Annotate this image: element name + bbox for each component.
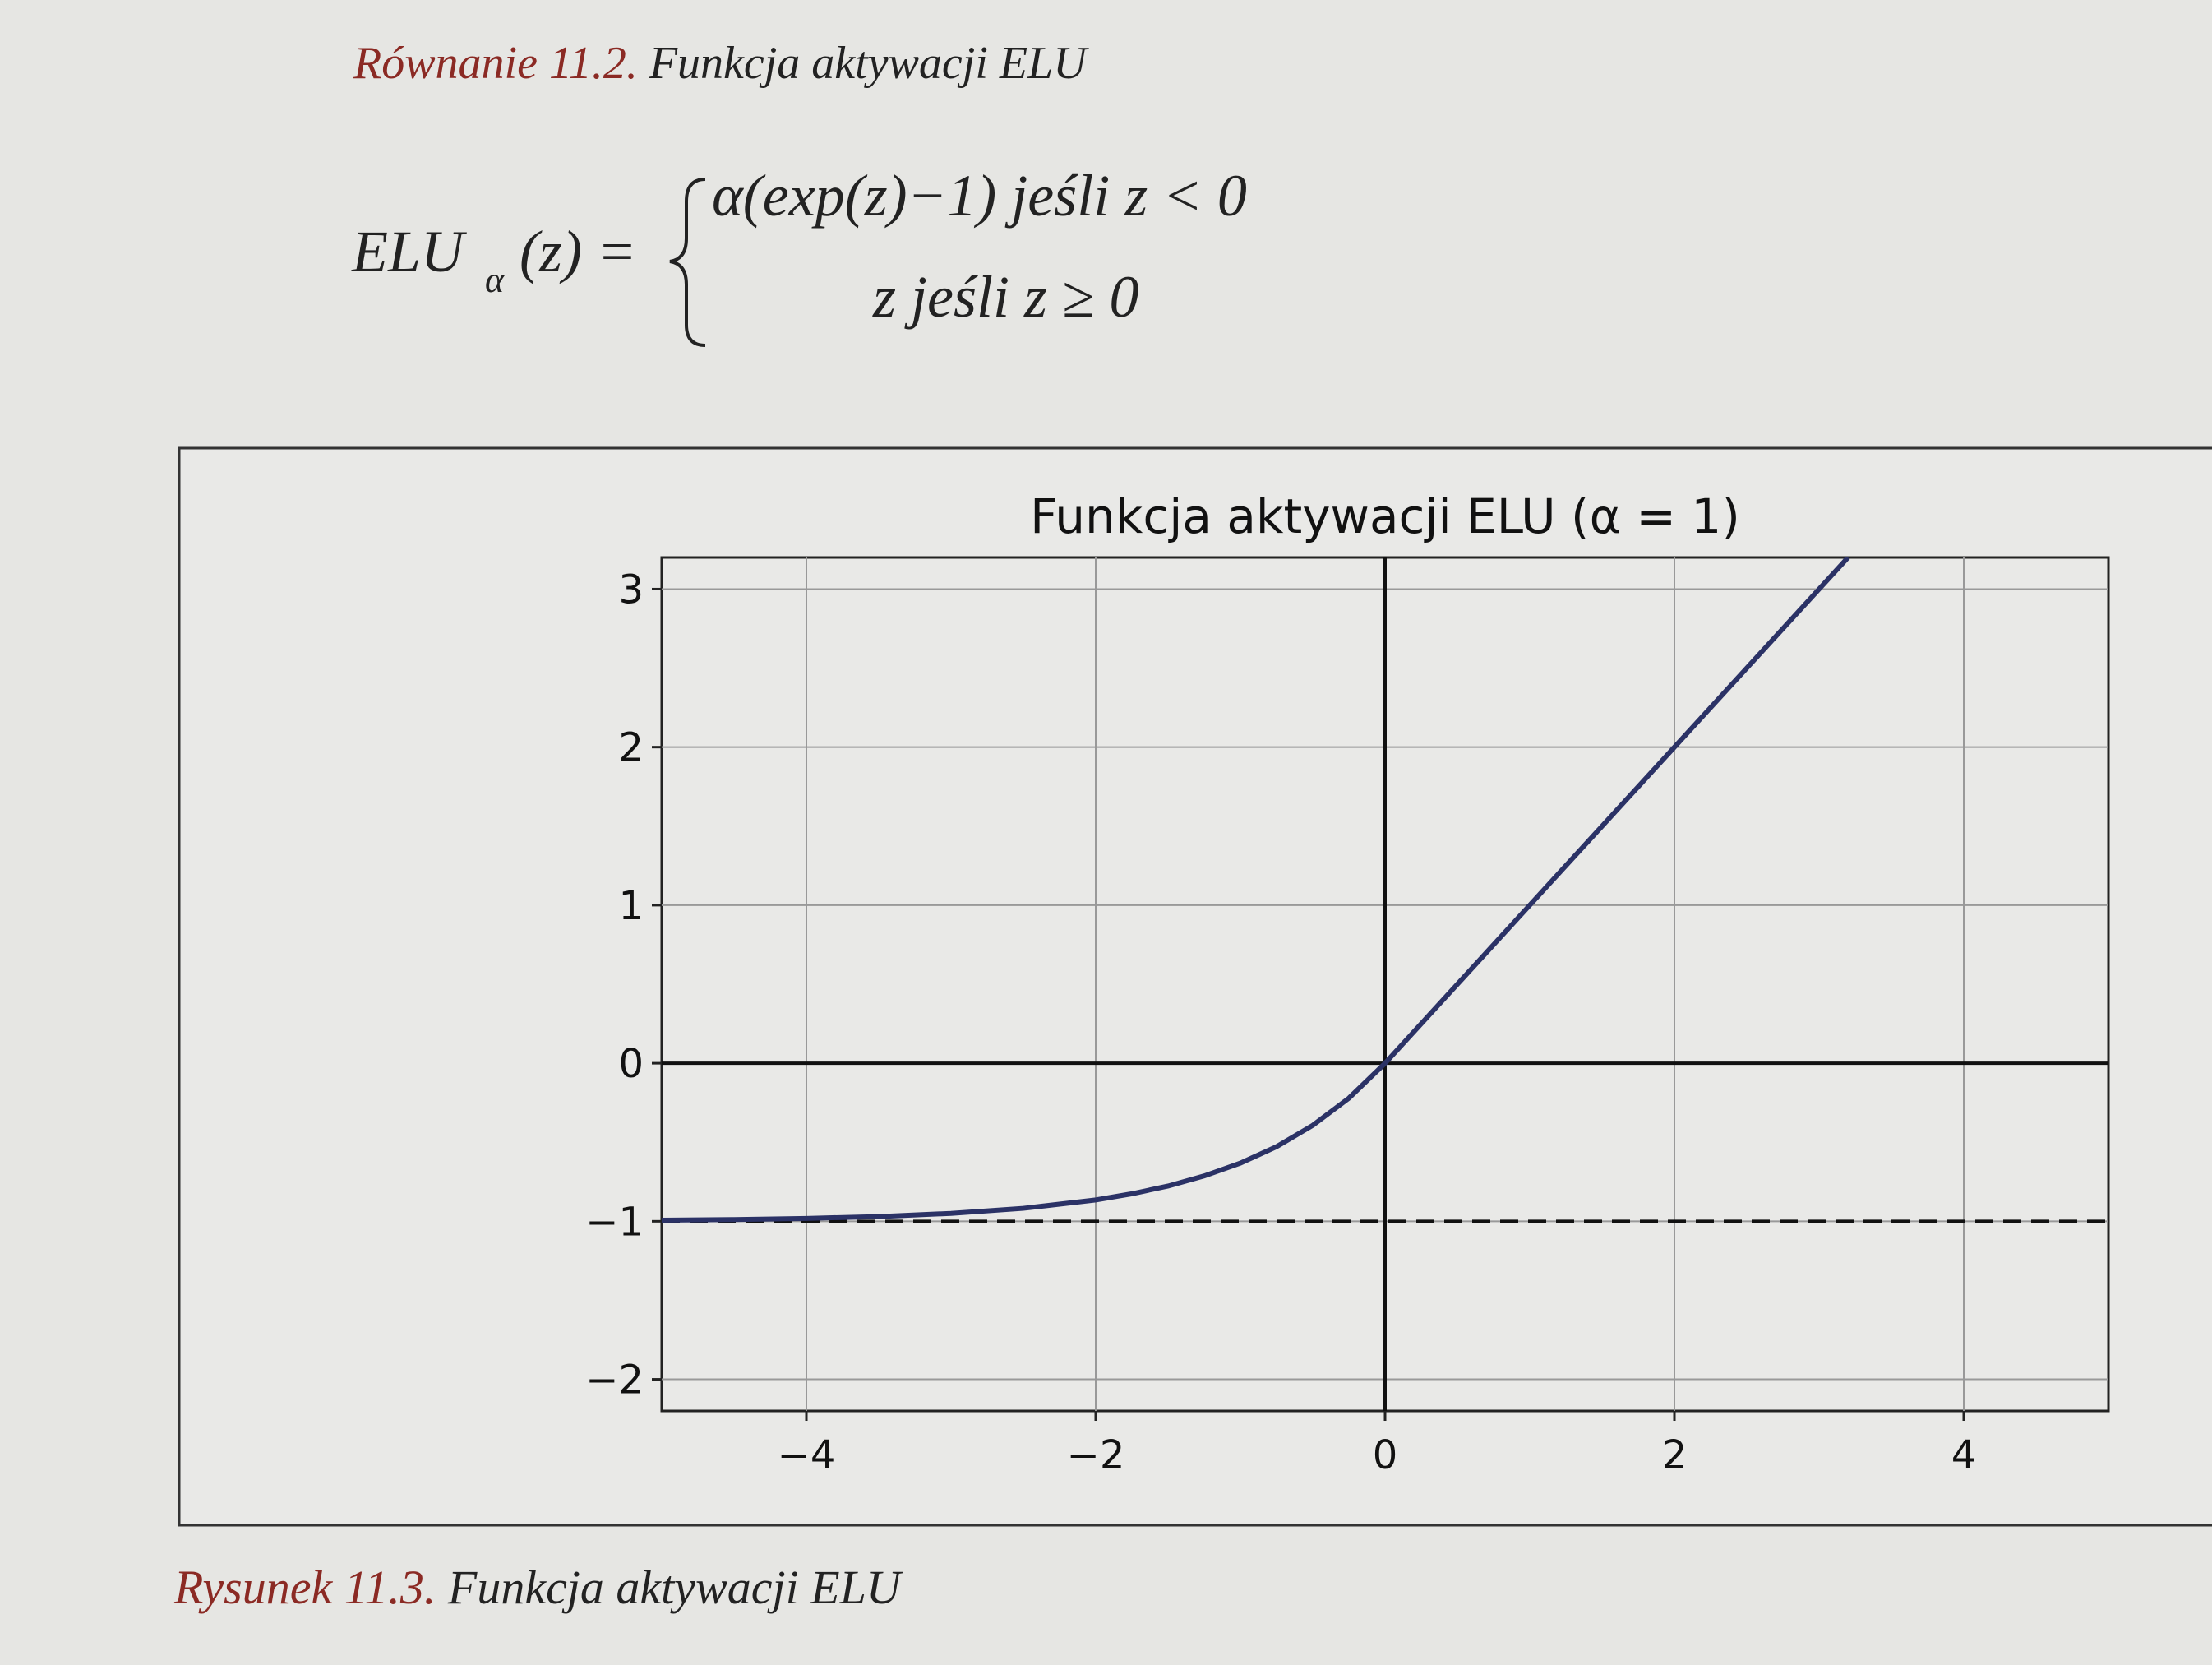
equation-case-1: α(exp(z)−1) jeśli z < 0	[712, 163, 1247, 229]
figure-caption-label: Rysunek 11.3.	[173, 1561, 436, 1614]
y-tick-label: 0	[618, 1041, 644, 1087]
equation-caption-label: Równanie 11.2.	[353, 38, 638, 89]
chart: Funkcja aktywacji ELU (α = 1) −4 −2 0 2 4 −2 −1…	[585, 488, 2110, 1478]
x-tick-label: 2	[1662, 1432, 1688, 1478]
equation-lhs: ELU	[351, 219, 467, 284]
figure-caption-text: Funkcja aktywacji ELU	[447, 1561, 904, 1614]
x-tick-label: −4	[778, 1432, 836, 1478]
x-tick-label: 0	[1373, 1432, 1398, 1478]
equation-caption-text: Funkcja aktywacji ELU	[649, 38, 1089, 89]
equation-case-2: z jeśli z ≥ 0	[872, 264, 1139, 330]
y-tick-label: 3	[618, 567, 644, 613]
y-tick-label: 2	[618, 725, 644, 771]
y-tick-label: −1	[585, 1199, 644, 1245]
figure-frame	[178, 446, 2212, 1527]
y-tick-label: 1	[618, 883, 644, 929]
x-tick-label: 4	[1951, 1432, 1977, 1478]
figure-caption: Rysunek 11.3. Funkcja aktywacji ELU	[173, 1561, 904, 1614]
chart-title: Funkcja aktywacji ELU (α = 1)	[1030, 488, 1740, 544]
x-tick-label: −2	[1067, 1432, 1125, 1478]
equation-subscript: α	[485, 260, 505, 300]
elu-line	[662, 557, 1850, 1223]
equation-args: (z) =	[520, 219, 637, 284]
equation-caption: Równanie 11.2. Funkcja aktywacji ELU	[353, 38, 1089, 89]
y-tick-label: −2	[585, 1357, 644, 1404]
equation-brace	[669, 178, 706, 347]
